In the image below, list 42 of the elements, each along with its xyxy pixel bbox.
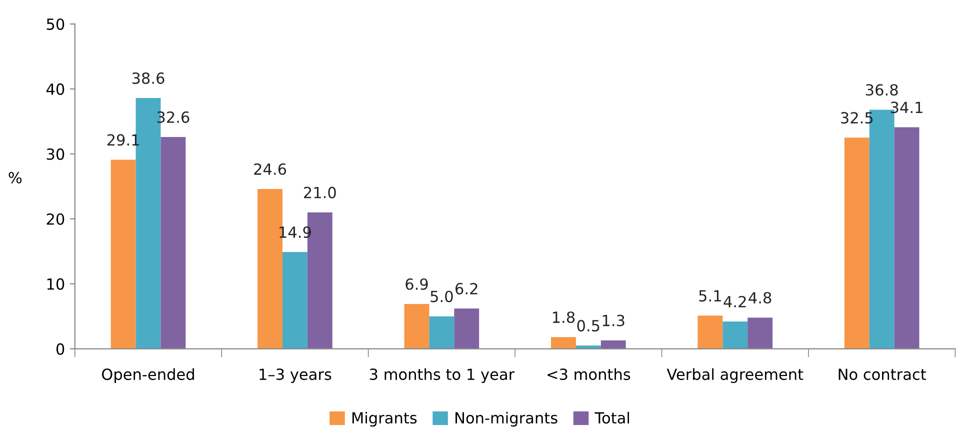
x-tick-label: No contract [838, 368, 926, 380]
x-tick-label: 1–3 years [260, 368, 332, 384]
x-tick-label: Verbal agreement [666, 368, 804, 384]
y-tick-label: 30 [46, 148, 64, 160]
text: 34.1 [890, 102, 922, 114]
text: 0.5 [577, 320, 600, 332]
bar [550, 337, 576, 349]
x-tick-label: Open-ended [102, 368, 194, 384]
text: 24.6 [254, 163, 286, 175]
text: 5.1 [699, 290, 721, 302]
text: 36.8 [866, 84, 898, 96]
text: 4.2 [724, 296, 746, 308]
bar [748, 318, 773, 349]
x-tick-label: <3 months [548, 368, 630, 380]
legend-label: Non-migrants [456, 412, 558, 427]
text: 5.0 [430, 290, 453, 302]
y-tick-label: 40 [46, 83, 64, 95]
y-tick-label: 20 [46, 213, 64, 225]
bar [698, 316, 723, 349]
y-tick-label: 50 [46, 18, 64, 30]
text: 6.2 [456, 282, 478, 294]
legend-label: Total [594, 412, 630, 424]
y-axis-title: % [8, 172, 22, 184]
bar [404, 304, 430, 349]
text: 1.3 [602, 314, 624, 326]
y-tick-label: 0 [56, 343, 64, 355]
bar [894, 127, 920, 349]
bar [160, 137, 186, 349]
text: 38.6 [132, 72, 164, 84]
bar [454, 308, 480, 349]
text: 4.8 [748, 292, 772, 304]
bar [844, 138, 870, 349]
text: 6.9 [406, 278, 428, 290]
legend-label: Migrants [352, 412, 417, 427]
y-tick-label: 10 [47, 278, 64, 290]
x-tick-label: 3 months to 1 year [370, 368, 515, 384]
bar [429, 316, 454, 349]
text: 1.8 [552, 311, 575, 324]
text: 21.0 [304, 186, 336, 198]
bar [282, 252, 308, 349]
bar [722, 322, 748, 349]
bar [110, 160, 136, 349]
